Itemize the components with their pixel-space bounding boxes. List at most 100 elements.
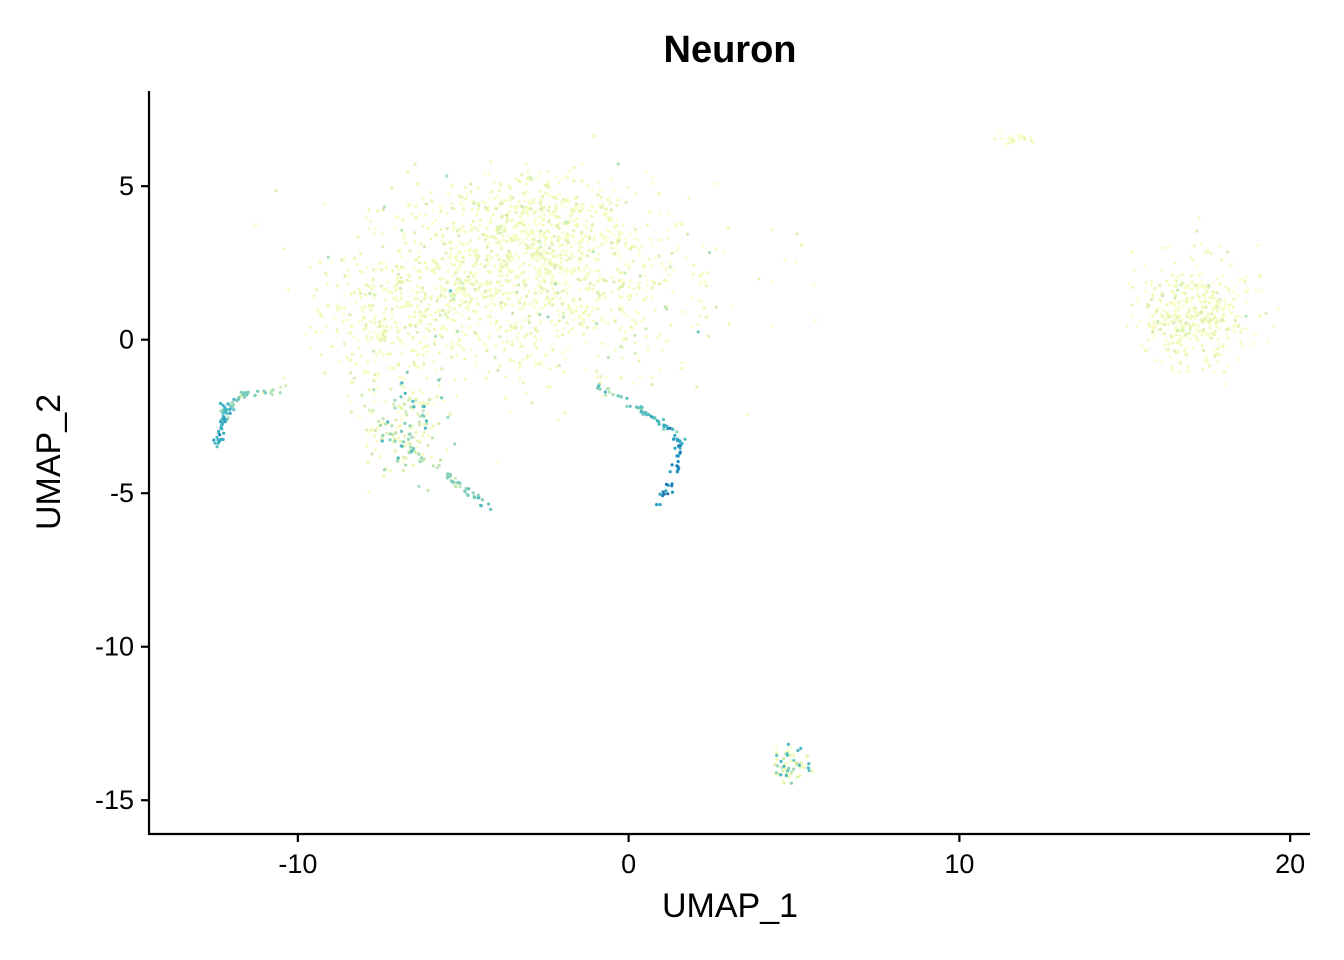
cell-point <box>571 179 576 183</box>
cell-point <box>535 347 539 351</box>
cell-point <box>376 371 380 375</box>
y-tick-label: -10 <box>95 632 134 662</box>
cell-point <box>403 391 407 395</box>
cell-point <box>417 250 421 254</box>
cell-point <box>779 759 783 764</box>
cell-point <box>574 202 579 206</box>
cell-point <box>1212 332 1216 336</box>
cell-point <box>462 348 466 352</box>
cell-point <box>542 213 546 217</box>
cell-point <box>617 237 621 241</box>
cell-point <box>401 280 405 284</box>
cell-point <box>1203 286 1208 290</box>
cell-point <box>381 433 385 437</box>
cell-point <box>539 337 543 341</box>
cell-point <box>395 410 400 414</box>
cell-point <box>406 169 410 173</box>
cell-point <box>1212 348 1216 352</box>
cell-point <box>399 395 403 399</box>
cell-point <box>587 209 591 213</box>
cell-point <box>1216 347 1220 351</box>
cell-point <box>372 349 376 353</box>
cell-point <box>386 420 390 424</box>
cell-point <box>787 766 791 770</box>
cell-point <box>534 258 539 263</box>
cell-point <box>381 324 385 328</box>
cell-point <box>434 318 438 322</box>
cell-point <box>1178 361 1182 365</box>
cell-point <box>495 280 499 284</box>
cell-point <box>463 249 467 253</box>
cell-point <box>785 753 790 757</box>
cell-point <box>1232 297 1236 301</box>
cell-point <box>425 412 429 416</box>
cell-point <box>691 272 695 277</box>
cell-point <box>1184 312 1189 316</box>
cell-point <box>783 761 787 766</box>
cell-point <box>564 253 569 257</box>
cell-point <box>370 280 374 284</box>
cell-point <box>505 262 509 266</box>
cell-point <box>427 398 431 402</box>
cell-point <box>490 189 494 194</box>
cell-point <box>612 233 616 237</box>
cell-point <box>549 320 553 324</box>
cell-point <box>637 281 641 285</box>
cell-point <box>423 426 427 430</box>
cell-point <box>1163 322 1167 327</box>
cell-point <box>1241 277 1245 281</box>
cell-point <box>504 239 508 243</box>
cell-point <box>577 248 581 252</box>
cell-point <box>394 418 398 422</box>
cell-point <box>582 223 587 227</box>
cell-point <box>286 287 290 291</box>
cell-point <box>668 273 672 277</box>
cell-point <box>779 773 783 777</box>
cell-point <box>417 420 421 424</box>
cell-point <box>606 356 610 360</box>
cell-point <box>440 257 444 261</box>
cell-point <box>698 282 702 286</box>
cell-point <box>359 295 363 299</box>
cell-point <box>1129 303 1134 307</box>
cell-point <box>396 330 400 334</box>
cell-point <box>380 335 384 339</box>
cell-point <box>372 296 376 301</box>
cell-point <box>633 341 637 345</box>
cell-point <box>499 262 503 266</box>
cell-point <box>657 254 661 258</box>
cell-point <box>598 387 602 391</box>
cell-point <box>340 258 344 262</box>
cell-point <box>1138 319 1142 323</box>
cell-point <box>448 412 452 416</box>
cell-point <box>365 442 369 446</box>
cell-point <box>608 230 612 234</box>
cell-point <box>643 316 647 320</box>
cell-point <box>523 194 527 198</box>
cell-point <box>658 492 662 496</box>
cell-point <box>390 342 394 346</box>
cell-point <box>373 317 377 321</box>
cell-point <box>811 769 815 773</box>
cell-point <box>539 210 543 214</box>
cell-point <box>562 235 566 240</box>
cell-point <box>556 313 561 317</box>
cell-point <box>703 280 707 284</box>
cell-point <box>347 394 351 398</box>
cell-point <box>1206 250 1210 254</box>
cell-point <box>1182 336 1186 340</box>
cell-point <box>517 377 522 381</box>
cell-point <box>1180 273 1184 277</box>
cell-point <box>613 251 617 256</box>
cell-point <box>1195 289 1199 293</box>
cell-point <box>540 363 545 367</box>
cell-point <box>477 337 481 342</box>
cell-point <box>532 247 536 251</box>
cell-point <box>699 299 704 303</box>
cell-point <box>694 385 699 389</box>
cell-point <box>378 320 382 324</box>
cell-point <box>1213 296 1217 300</box>
cell-point <box>585 325 590 330</box>
cell-point <box>678 446 682 450</box>
cell-point <box>518 301 522 305</box>
